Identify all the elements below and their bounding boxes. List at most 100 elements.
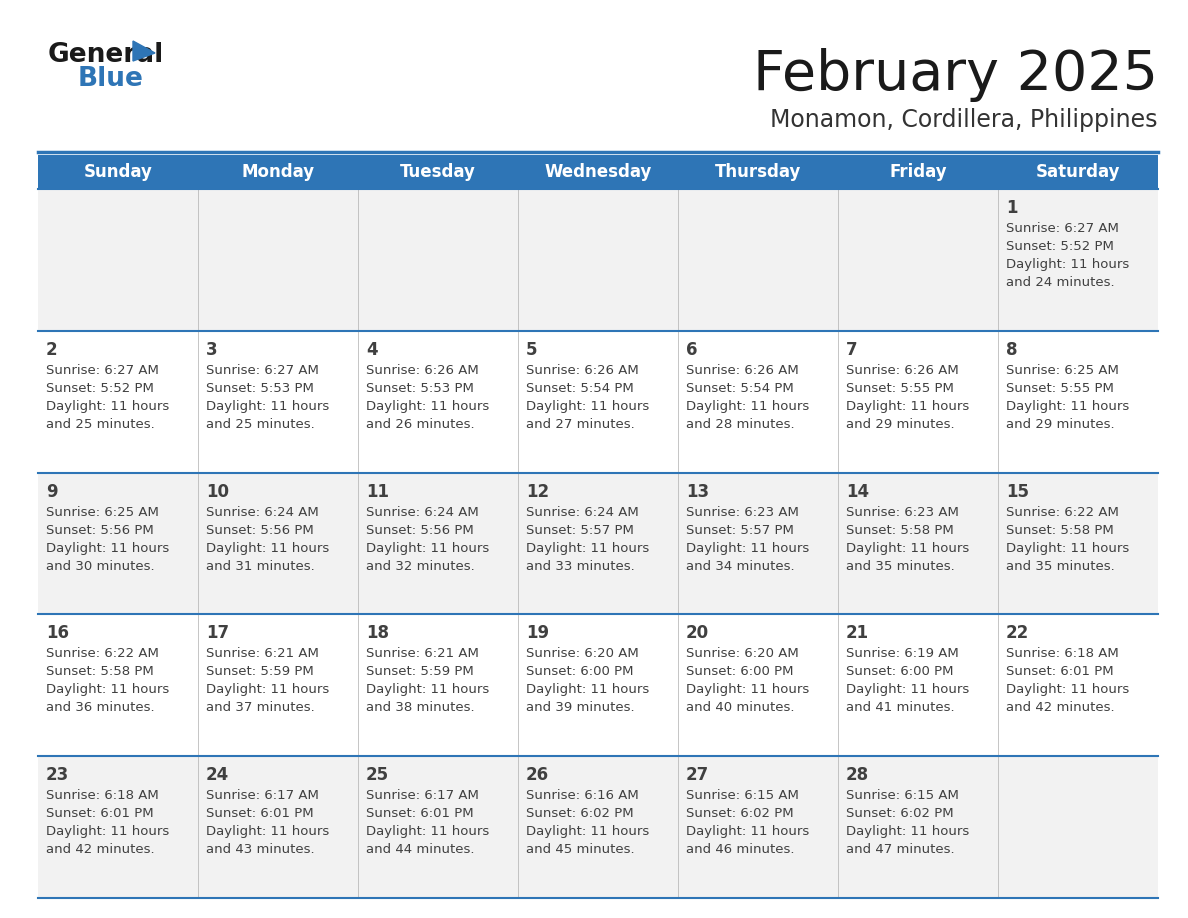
Text: Sunset: 5:58 PM: Sunset: 5:58 PM: [46, 666, 153, 678]
Bar: [518, 473, 678, 614]
Text: Sunset: 5:54 PM: Sunset: 5:54 PM: [685, 382, 794, 395]
Text: Sunset: 5:58 PM: Sunset: 5:58 PM: [1006, 523, 1114, 537]
Bar: [38, 189, 198, 330]
Text: Sunrise: 6:26 AM: Sunrise: 6:26 AM: [366, 364, 479, 376]
Bar: [358, 189, 518, 330]
Text: 21: 21: [846, 624, 870, 643]
Text: 9: 9: [46, 483, 58, 500]
Text: Sunset: 6:00 PM: Sunset: 6:00 PM: [526, 666, 633, 678]
Text: Sunset: 5:56 PM: Sunset: 5:56 PM: [366, 523, 474, 537]
Text: Daylight: 11 hours: Daylight: 11 hours: [1006, 258, 1130, 271]
Bar: [678, 155, 838, 189]
Text: Daylight: 11 hours: Daylight: 11 hours: [526, 683, 650, 697]
Text: Sunrise: 6:21 AM: Sunrise: 6:21 AM: [366, 647, 479, 660]
Text: Sunset: 5:52 PM: Sunset: 5:52 PM: [46, 382, 154, 395]
Text: 22: 22: [1006, 624, 1029, 643]
Bar: [38, 614, 198, 756]
Text: Tuesday: Tuesday: [400, 163, 476, 181]
Bar: [838, 155, 998, 189]
Text: and 27 minutes.: and 27 minutes.: [526, 418, 634, 431]
Bar: [518, 330, 678, 473]
Text: Sunset: 5:53 PM: Sunset: 5:53 PM: [206, 382, 314, 395]
Text: 23: 23: [46, 767, 69, 784]
Text: Daylight: 11 hours: Daylight: 11 hours: [1006, 542, 1130, 554]
Text: Daylight: 11 hours: Daylight: 11 hours: [46, 400, 169, 413]
Text: and 29 minutes.: and 29 minutes.: [846, 418, 955, 431]
Text: Daylight: 11 hours: Daylight: 11 hours: [46, 542, 169, 554]
Text: February 2025: February 2025: [753, 48, 1158, 102]
Text: and 40 minutes.: and 40 minutes.: [685, 701, 795, 714]
Bar: [838, 756, 998, 898]
Text: Monday: Monday: [241, 163, 315, 181]
Bar: [198, 756, 358, 898]
Text: and 34 minutes.: and 34 minutes.: [685, 560, 795, 573]
Text: and 42 minutes.: and 42 minutes.: [1006, 701, 1114, 714]
Text: 8: 8: [1006, 341, 1017, 359]
Text: Sunrise: 6:27 AM: Sunrise: 6:27 AM: [206, 364, 318, 376]
Text: Sunset: 6:01 PM: Sunset: 6:01 PM: [206, 807, 314, 820]
Text: 16: 16: [46, 624, 69, 643]
Text: and 24 minutes.: and 24 minutes.: [1006, 276, 1114, 289]
Bar: [518, 614, 678, 756]
Text: Daylight: 11 hours: Daylight: 11 hours: [526, 400, 650, 413]
Text: Sunset: 6:02 PM: Sunset: 6:02 PM: [685, 807, 794, 820]
Text: Sunrise: 6:25 AM: Sunrise: 6:25 AM: [46, 506, 159, 519]
Bar: [358, 756, 518, 898]
Text: 13: 13: [685, 483, 709, 500]
Text: and 46 minutes.: and 46 minutes.: [685, 844, 795, 856]
Text: Sunrise: 6:26 AM: Sunrise: 6:26 AM: [846, 364, 959, 376]
Text: and 29 minutes.: and 29 minutes.: [1006, 418, 1114, 431]
Text: Daylight: 11 hours: Daylight: 11 hours: [846, 683, 969, 697]
Bar: [838, 189, 998, 330]
Bar: [838, 614, 998, 756]
Text: Daylight: 11 hours: Daylight: 11 hours: [1006, 400, 1130, 413]
Text: Daylight: 11 hours: Daylight: 11 hours: [46, 825, 169, 838]
Text: Daylight: 11 hours: Daylight: 11 hours: [526, 542, 650, 554]
Text: Sunset: 6:01 PM: Sunset: 6:01 PM: [46, 807, 153, 820]
Text: Sunrise: 6:26 AM: Sunrise: 6:26 AM: [685, 364, 798, 376]
Text: Daylight: 11 hours: Daylight: 11 hours: [846, 400, 969, 413]
Text: Sunset: 5:59 PM: Sunset: 5:59 PM: [206, 666, 314, 678]
Text: 4: 4: [366, 341, 378, 359]
Text: Sunrise: 6:15 AM: Sunrise: 6:15 AM: [685, 789, 798, 802]
Text: General: General: [48, 42, 164, 68]
Text: 12: 12: [526, 483, 549, 500]
Text: Thursday: Thursday: [715, 163, 801, 181]
Text: Sunrise: 6:18 AM: Sunrise: 6:18 AM: [1006, 647, 1119, 660]
Bar: [678, 756, 838, 898]
Text: and 43 minutes.: and 43 minutes.: [206, 844, 315, 856]
Text: Sunset: 6:00 PM: Sunset: 6:00 PM: [846, 666, 954, 678]
Text: 26: 26: [526, 767, 549, 784]
Bar: [838, 473, 998, 614]
Text: 6: 6: [685, 341, 697, 359]
Text: Sunday: Sunday: [83, 163, 152, 181]
Text: Sunrise: 6:23 AM: Sunrise: 6:23 AM: [685, 506, 798, 519]
Text: Sunrise: 6:17 AM: Sunrise: 6:17 AM: [366, 789, 479, 802]
Text: Friday: Friday: [889, 163, 947, 181]
Text: 5: 5: [526, 341, 537, 359]
Text: Sunset: 6:02 PM: Sunset: 6:02 PM: [846, 807, 954, 820]
Text: Daylight: 11 hours: Daylight: 11 hours: [526, 825, 650, 838]
Text: Daylight: 11 hours: Daylight: 11 hours: [46, 683, 169, 697]
Bar: [838, 330, 998, 473]
Text: 10: 10: [206, 483, 229, 500]
Text: Sunset: 5:55 PM: Sunset: 5:55 PM: [1006, 382, 1114, 395]
Text: Sunset: 5:56 PM: Sunset: 5:56 PM: [46, 523, 153, 537]
Text: Sunset: 5:56 PM: Sunset: 5:56 PM: [206, 523, 314, 537]
Text: Daylight: 11 hours: Daylight: 11 hours: [206, 683, 329, 697]
Text: Sunrise: 6:17 AM: Sunrise: 6:17 AM: [206, 789, 318, 802]
Bar: [198, 189, 358, 330]
Text: and 26 minutes.: and 26 minutes.: [366, 418, 475, 431]
Text: and 25 minutes.: and 25 minutes.: [206, 418, 315, 431]
Bar: [358, 473, 518, 614]
Text: 14: 14: [846, 483, 870, 500]
Text: and 25 minutes.: and 25 minutes.: [46, 418, 154, 431]
Text: Sunset: 6:01 PM: Sunset: 6:01 PM: [366, 807, 474, 820]
Text: 20: 20: [685, 624, 709, 643]
Bar: [38, 756, 198, 898]
Text: Sunset: 6:00 PM: Sunset: 6:00 PM: [685, 666, 794, 678]
Text: Daylight: 11 hours: Daylight: 11 hours: [206, 542, 329, 554]
Bar: [678, 189, 838, 330]
Text: 7: 7: [846, 341, 858, 359]
Bar: [358, 614, 518, 756]
